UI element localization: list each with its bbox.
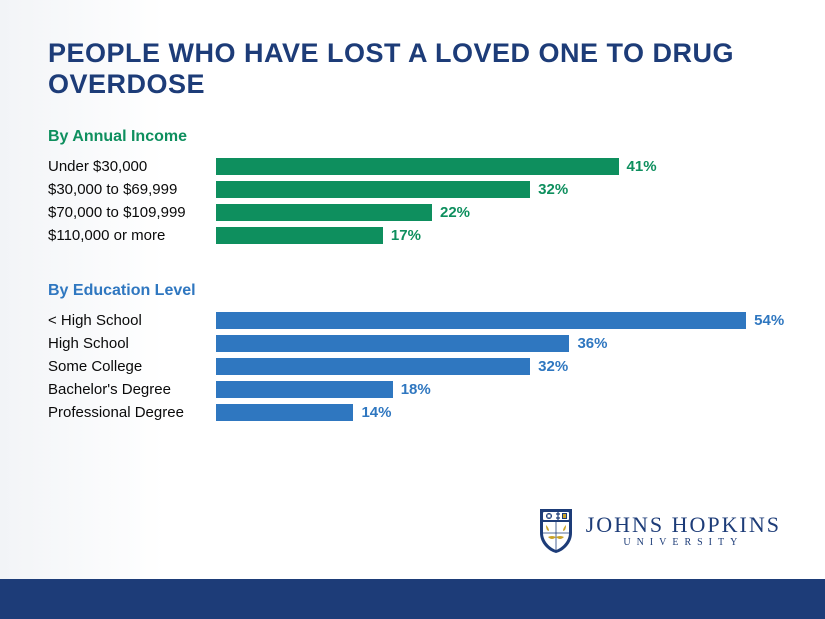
logo-line1: JOHNS HOPKINS: [586, 514, 781, 536]
bar-row: $30,000 to $69,999 32%: [48, 181, 777, 198]
bar-value: 17%: [391, 227, 421, 244]
bar-track: 18%: [216, 381, 756, 398]
bar-row: $70,000 to $109,999 22%: [48, 204, 777, 221]
bar-value: 32%: [538, 181, 568, 198]
bar-label: Bachelor's Degree: [48, 381, 216, 398]
bar-row: Professional Degree 14%: [48, 404, 777, 421]
bar-track: 32%: [216, 358, 756, 375]
bar-row: Under $30,000 41%: [48, 158, 777, 175]
bar: [216, 358, 530, 375]
bar-track: 41%: [216, 158, 756, 175]
bar-row: < High School54%: [48, 312, 777, 329]
section-title-education: By Education Level: [48, 282, 777, 300]
bar: [216, 335, 569, 352]
section-by-education: By Education Level < High School54% High …: [48, 282, 777, 421]
bar-label: $70,000 to $109,999: [48, 204, 216, 221]
bar-value: 54%: [754, 312, 784, 329]
logo: JOHNS HOPKINS UNIVERSITY: [536, 507, 781, 555]
bar-row: $110,000 or more 17%: [48, 227, 777, 244]
bar-label: Some College: [48, 358, 216, 375]
bar-label: High School: [48, 335, 216, 352]
bar-value: 32%: [538, 358, 568, 375]
bar: [216, 158, 619, 175]
bar-row: High School 36%: [48, 335, 777, 352]
bar-track: 54%: [216, 312, 784, 329]
bottom-band: [0, 579, 825, 619]
logo-line2: UNIVERSITY: [586, 538, 781, 548]
bar: [216, 204, 432, 221]
bar-label: $110,000 or more: [48, 227, 216, 244]
bar-track: 22%: [216, 204, 756, 221]
bar: [216, 381, 393, 398]
bar-track: 17%: [216, 227, 756, 244]
chart-title: PEOPLE WHO HAVE LOST A LOVED ONE TO DRUG…: [48, 38, 777, 100]
bar-track: 32%: [216, 181, 756, 198]
infographic-page: PEOPLE WHO HAVE LOST A LOVED ONE TO DRUG…: [0, 0, 825, 619]
bar-label: < High School: [48, 312, 216, 329]
bar-value: 18%: [401, 381, 431, 398]
logo-text: JOHNS HOPKINS UNIVERSITY: [586, 514, 781, 548]
bar-value: 41%: [627, 158, 657, 175]
chart-education: < High School54% High School 36% Some Colle…: [48, 312, 777, 421]
bar: [216, 312, 746, 329]
bar-value: 36%: [577, 335, 607, 352]
bar: [216, 227, 383, 244]
shield-icon: [536, 507, 576, 555]
bar-value: 14%: [361, 404, 391, 421]
bar-label: Under $30,000: [48, 158, 216, 175]
bar: [216, 181, 530, 198]
bar-row: Bachelor's Degree 18%: [48, 381, 777, 398]
bar-label: $30,000 to $69,999: [48, 181, 216, 198]
bar-value: 22%: [440, 204, 470, 221]
section-by-income: By Annual Income Under $30,000 41% $30,000…: [48, 128, 777, 244]
bar-label: Professional Degree: [48, 404, 216, 421]
bar-track: 36%: [216, 335, 756, 352]
bar-row: Some College 32%: [48, 358, 777, 375]
chart-income: Under $30,000 41% $30,000 to $69,999 32% $70…: [48, 158, 777, 244]
bar-track: 14%: [216, 404, 756, 421]
section-title-income: By Annual Income: [48, 128, 777, 146]
bar: [216, 404, 353, 421]
